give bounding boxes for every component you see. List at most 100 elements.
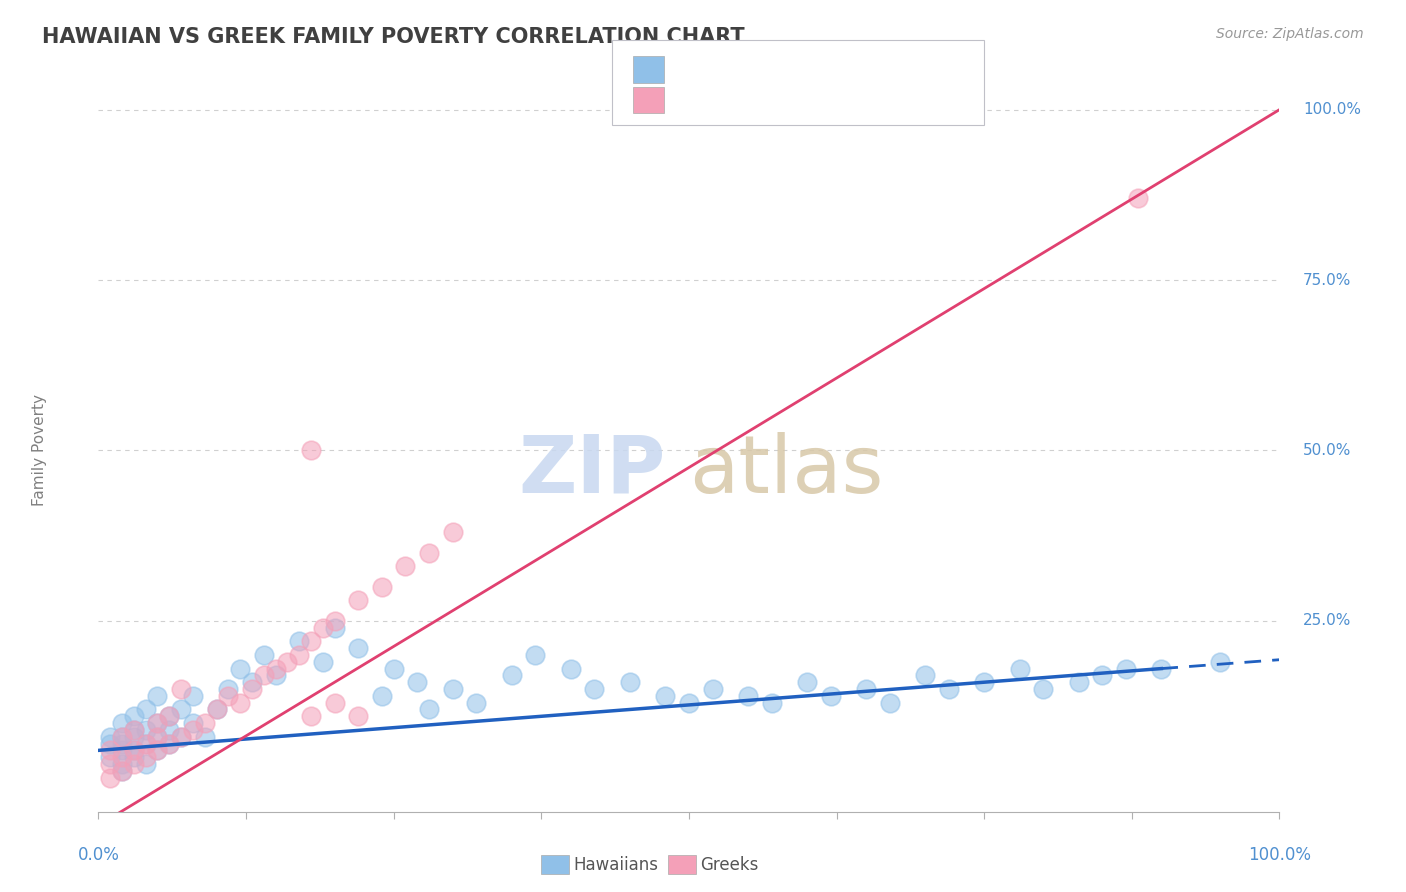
Point: [240, 675, 263, 690]
Point: [98, 771, 121, 785]
Point: [1209, 655, 1232, 669]
Point: [323, 696, 346, 710]
Text: Source: ZipAtlas.com: Source: ZipAtlas.com: [1216, 27, 1364, 41]
Point: [288, 634, 311, 648]
Point: [157, 737, 180, 751]
Point: [465, 696, 488, 710]
Point: [98, 757, 121, 772]
Point: [135, 757, 157, 772]
Point: [122, 723, 145, 737]
Point: [157, 737, 180, 751]
Point: [418, 546, 440, 560]
Point: [217, 681, 239, 696]
Point: [441, 681, 464, 696]
Point: [111, 757, 134, 772]
Text: ZIP: ZIP: [517, 432, 665, 510]
Point: [1067, 675, 1090, 690]
Point: [111, 716, 134, 731]
Point: [371, 580, 394, 594]
Point: [264, 668, 287, 682]
Point: [194, 730, 217, 744]
Text: Greeks: Greeks: [700, 856, 759, 874]
Point: [1115, 662, 1137, 676]
Point: [253, 668, 276, 682]
Point: [111, 737, 134, 751]
Point: [371, 689, 394, 703]
Point: [122, 757, 145, 772]
Point: [347, 709, 370, 723]
Point: [122, 750, 145, 764]
Point: [146, 730, 169, 744]
Text: 25.0%: 25.0%: [1303, 614, 1351, 628]
Point: [855, 681, 877, 696]
Point: [146, 716, 169, 731]
Point: [264, 662, 287, 676]
Point: [524, 648, 547, 662]
Point: [418, 702, 440, 716]
Text: 50.0%: 50.0%: [1303, 443, 1351, 458]
Point: [678, 696, 700, 710]
Text: 41: 41: [832, 90, 858, 108]
Text: 100.0%: 100.0%: [1249, 846, 1310, 863]
Point: [229, 696, 252, 710]
Point: [122, 723, 145, 737]
Point: [382, 662, 405, 676]
Point: [122, 743, 145, 757]
Point: [205, 702, 228, 716]
Point: [170, 730, 193, 744]
Point: [406, 675, 429, 690]
Point: [111, 730, 134, 744]
Point: [122, 709, 145, 723]
Point: [135, 737, 157, 751]
Point: [441, 525, 464, 540]
Text: 70: 70: [832, 60, 858, 78]
Point: [170, 681, 193, 696]
Point: [299, 709, 322, 723]
Point: [146, 716, 169, 731]
Point: [194, 716, 217, 731]
Point: [820, 689, 842, 703]
Point: [394, 559, 416, 574]
Point: [323, 614, 346, 628]
Point: [98, 730, 121, 744]
Point: [914, 668, 936, 682]
Point: [1150, 662, 1173, 676]
Point: [229, 662, 252, 676]
Text: Hawaiians: Hawaiians: [574, 856, 658, 874]
Text: 0.884: 0.884: [713, 90, 770, 108]
Point: [619, 675, 641, 690]
Point: [98, 737, 121, 751]
Point: [1091, 668, 1114, 682]
Point: [347, 593, 370, 607]
Point: [146, 743, 169, 757]
Text: N =: N =: [794, 60, 834, 78]
Point: [170, 702, 193, 716]
Point: [702, 681, 724, 696]
Point: [181, 689, 204, 703]
Point: [312, 621, 335, 635]
Point: [299, 443, 322, 458]
Text: 0.0%: 0.0%: [77, 846, 120, 863]
Point: [938, 681, 960, 696]
Point: [135, 702, 157, 716]
Point: [205, 702, 228, 716]
Point: [157, 709, 180, 723]
Point: [111, 730, 134, 744]
Point: [253, 648, 276, 662]
Point: [135, 737, 157, 751]
Point: [312, 655, 335, 669]
Point: [111, 764, 134, 778]
Point: [217, 689, 239, 703]
Point: [181, 716, 204, 731]
Point: [146, 689, 169, 703]
Point: [501, 668, 523, 682]
Point: [111, 764, 134, 778]
Point: [135, 723, 157, 737]
Point: [98, 750, 121, 764]
Point: [122, 743, 145, 757]
Point: [98, 743, 121, 757]
Point: [146, 730, 169, 744]
Point: [299, 634, 322, 648]
Point: [276, 655, 298, 669]
Point: [288, 648, 311, 662]
